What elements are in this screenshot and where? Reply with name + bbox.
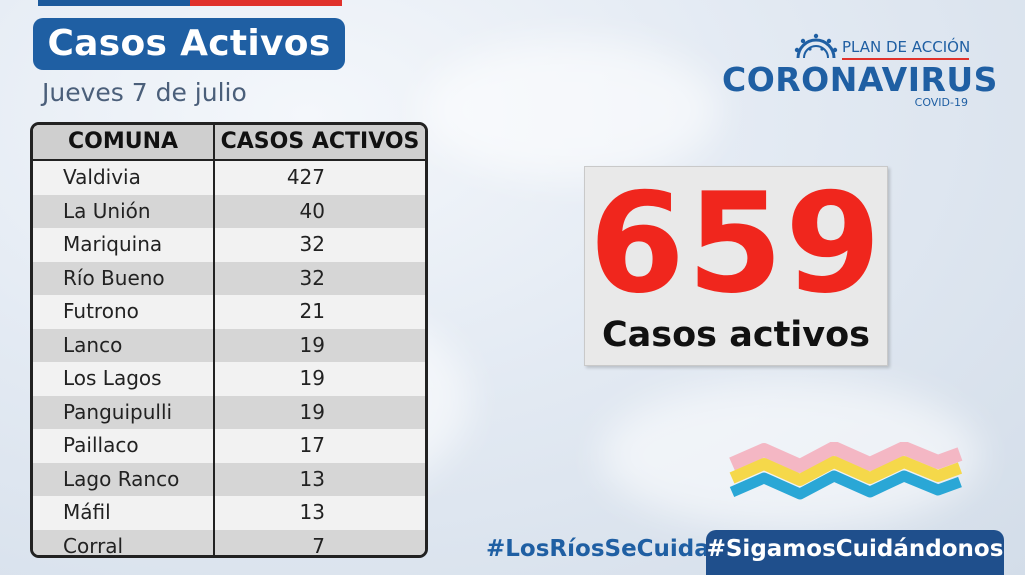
region-waves-icon: [729, 442, 963, 500]
logo-plan-text: PLAN DE ACCIÓN: [842, 38, 971, 56]
table-row: Valdivia 427: [33, 161, 425, 195]
casos-cell: 7: [312, 533, 325, 558]
casos-cell: 21: [299, 299, 325, 323]
casos-cell: 40: [299, 198, 325, 223]
table-header: COMUNA CASOS ACTIVOS: [33, 125, 425, 161]
casos-cell: 19: [299, 332, 325, 357]
total-cases-panel: 659 Casos activos: [584, 166, 888, 366]
table-row: Panguipulli 19: [33, 395, 425, 429]
logo-main-text: CORONAVIRUS: [722, 60, 998, 99]
casos-cell: 19: [299, 366, 325, 390]
virus-icon: [794, 33, 838, 58]
background-cloud: [420, 40, 720, 180]
hashtag-sigamos: #SigamosCuidándonos: [706, 536, 1004, 562]
casos-cell: 19: [299, 399, 325, 424]
casos-cell: 13: [299, 500, 325, 524]
comuna-cell: Lanco: [33, 328, 215, 362]
column-header-casos: CASOS ACTIVOS: [220, 129, 420, 154]
casos-cell: 32: [299, 232, 325, 256]
table-row: Máfil 13: [33, 496, 425, 530]
comuna-cell: Futrono: [33, 295, 215, 329]
comuna-cell: Valdivia: [33, 161, 215, 195]
table-body: Valdivia 427 La Unión 40 Mariquina 32 Río Buen…: [33, 161, 425, 558]
total-cases-label: Casos activos: [602, 315, 870, 355]
top-flag-bar: [38, 0, 342, 6]
table-row: Lago Ranco 13: [33, 462, 425, 496]
comuna-cell: Los Lagos: [33, 362, 215, 396]
comuna-cell: Panguipulli: [33, 395, 215, 429]
column-header-comuna: COMUNA: [33, 125, 215, 159]
cases-table: COMUNA CASOS ACTIVOS Valdivia 427 La Unión…: [30, 122, 428, 558]
casos-cell: 13: [299, 466, 325, 491]
hashtag-los-rios: #LosRíosSeCuida: [486, 536, 710, 562]
logo-underline: [842, 58, 969, 60]
table-row: Río Bueno 32: [33, 261, 425, 295]
total-cases-number: 659: [588, 163, 884, 324]
casos-cell: 427: [286, 165, 325, 189]
hashtag-banner: #SigamosCuidándonos: [706, 530, 1004, 575]
comuna-cell: Máfil: [33, 496, 215, 530]
coronavirus-logo: PLAN DE ACCIÓN CORONAVIRUS COVID-19: [722, 32, 997, 112]
comuna-cell: Corral: [33, 529, 215, 555]
table-row: Corral 7: [33, 529, 425, 558]
table-row: Paillaco 17: [33, 429, 425, 463]
casos-cell: 32: [299, 265, 325, 290]
date-label: Jueves 7 de julio: [42, 78, 247, 107]
page-title: Casos Activos: [33, 18, 345, 70]
table-row: Los Lagos 19: [33, 362, 425, 396]
table-row: Lanco 19: [33, 328, 425, 362]
comuna-cell: Paillaco: [33, 429, 215, 463]
comuna-cell: Mariquina: [33, 228, 215, 262]
table-row: Mariquina 32: [33, 228, 425, 262]
comuna-cell: Lago Ranco: [33, 462, 215, 496]
casos-cell: 17: [299, 433, 325, 457]
table-row: Futrono 21: [33, 295, 425, 329]
comuna-cell: Río Bueno: [33, 261, 215, 295]
table-row: La Unión 40: [33, 194, 425, 228]
logo-sub-text: COVID-19: [914, 96, 968, 109]
comuna-cell: La Unión: [33, 194, 215, 228]
